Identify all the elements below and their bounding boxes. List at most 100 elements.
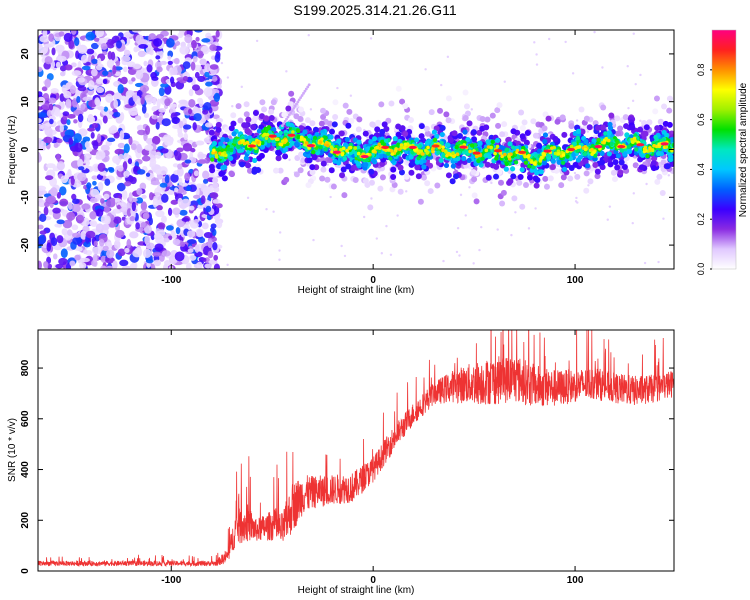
noise-dot	[343, 254, 347, 258]
noise-blob	[204, 122, 213, 128]
noise-blob	[203, 101, 212, 111]
noise-blob	[182, 61, 191, 69]
noise-blob	[177, 132, 184, 138]
ridge-blob	[504, 147, 509, 153]
ridge-blob	[250, 118, 257, 125]
ridge-blob	[484, 148, 489, 153]
noise-blob	[48, 209, 54, 215]
noise-dot	[639, 119, 642, 122]
noise-dot	[571, 72, 575, 75]
noise-blob	[48, 103, 54, 111]
noise-blob	[152, 251, 162, 257]
noise-dot	[255, 39, 259, 43]
noise-blob	[179, 30, 184, 36]
ridge-blob	[637, 126, 644, 133]
noise-dot	[349, 94, 353, 97]
ridge-blob	[399, 98, 406, 105]
ridge-blob	[237, 117, 244, 124]
ridge-blob	[421, 164, 427, 170]
noise-blob	[85, 31, 96, 41]
noise-blob	[79, 262, 87, 269]
ridge-blob	[577, 145, 582, 149]
ridge-blob	[309, 164, 316, 171]
ridge-blob	[408, 169, 415, 176]
ridge-blob	[510, 128, 517, 135]
ridge-blob	[395, 123, 402, 130]
noise-blob	[130, 143, 137, 151]
noise-blob	[197, 204, 205, 210]
noise-blob	[38, 139, 44, 149]
noise-blob	[193, 170, 199, 177]
ridge-blob	[594, 168, 601, 175]
noise-blob	[106, 265, 114, 269]
ridge-blob	[390, 152, 395, 156]
ridge-blob	[575, 135, 581, 141]
ridge-blob	[256, 128, 262, 134]
noise-blob	[49, 118, 54, 125]
noise-blob	[203, 86, 213, 97]
noise-blob	[100, 265, 107, 269]
noise-blob	[205, 205, 212, 213]
noise-dot	[455, 250, 459, 254]
noise-blob	[43, 136, 53, 144]
ridge-blob	[397, 164, 404, 171]
ridge-blob	[208, 163, 215, 170]
ridge-blob	[590, 147, 594, 152]
noise-blob	[185, 262, 192, 269]
noise-blob	[86, 48, 95, 55]
noise-blob	[160, 60, 167, 65]
ridge-blob	[264, 136, 269, 140]
noise-blob	[172, 124, 181, 129]
noise-blob	[155, 210, 165, 218]
noise-dot	[503, 80, 506, 83]
noise-blob	[212, 75, 218, 82]
ridge-blob	[541, 125, 548, 132]
noise-blob	[59, 93, 65, 102]
noise-blob	[103, 106, 109, 112]
noise-blob	[177, 163, 183, 170]
ridge-blob	[466, 157, 472, 164]
ridge-blob	[604, 136, 609, 141]
noise-blob	[144, 144, 154, 151]
noise-blob	[44, 43, 49, 54]
noise-blob	[74, 254, 81, 261]
ridge-blob	[228, 170, 235, 177]
ridge-blob	[392, 136, 398, 142]
figure-title: S199.2025.314.21.26.G11	[293, 2, 456, 18]
noise-blob	[100, 43, 108, 50]
noise-blob	[124, 247, 130, 254]
noise-blob	[105, 140, 112, 147]
noise-blob	[56, 219, 65, 225]
noise-blob	[149, 263, 156, 269]
noise-dot	[490, 181, 493, 185]
noise-blob	[102, 115, 108, 124]
noise-dot	[442, 259, 445, 263]
ridge-blob	[352, 177, 359, 184]
noise-dot	[396, 214, 399, 217]
noise-blob	[51, 47, 56, 56]
noise-blob	[144, 94, 154, 103]
noise-blob	[84, 141, 91, 149]
noise-blob	[142, 86, 147, 97]
noise-blob	[181, 198, 191, 208]
noise-blob	[62, 111, 70, 117]
ridge-blob	[431, 129, 438, 135]
noise-blob	[188, 108, 193, 115]
noise-dot	[309, 108, 313, 111]
noise-dot	[535, 53, 538, 56]
noise-blob	[117, 248, 126, 257]
ridge-blob	[454, 145, 459, 150]
noise-blob	[204, 263, 212, 269]
noise-blob	[94, 97, 101, 106]
noise-blob	[69, 85, 77, 94]
ridge-blob	[489, 112, 496, 119]
noise-dot	[220, 61, 224, 65]
noise-blob	[203, 178, 209, 184]
ridge-blob	[619, 148, 625, 153]
ridge-blob	[575, 157, 581, 163]
ridge-blob	[650, 148, 655, 153]
ridge-blob	[408, 117, 415, 124]
noise-blob	[182, 75, 189, 81]
